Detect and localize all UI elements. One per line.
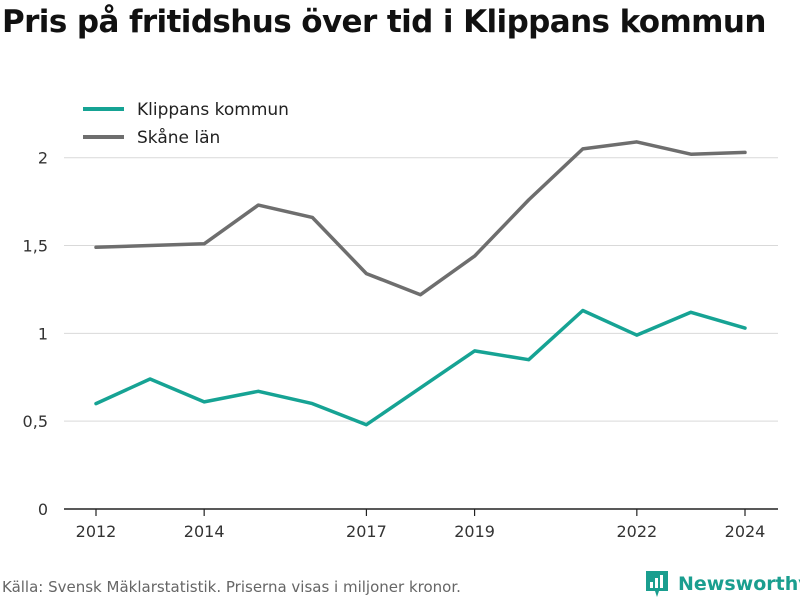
x-tick-label: 2017 [346, 522, 387, 541]
series-line-1 [94, 140, 747, 297]
y-tick-label: 2 [38, 149, 48, 168]
legend-label: Skåne län [137, 127, 220, 148]
x-tick-label: 2019 [454, 522, 495, 541]
y-tick-label: 0 [38, 500, 48, 519]
y-tick-label: 1 [38, 324, 48, 343]
x-tick-label: 2024 [725, 522, 766, 541]
x-tick-label: 2012 [76, 522, 117, 541]
y-tick-labels: 0 0,5 1 1,5 2 [23, 149, 48, 519]
source-note: Källa: Svensk Mäklarstatistik. Priserna … [2, 578, 461, 596]
x-axis [64, 508, 778, 516]
brand-logo: Newsworthy [644, 568, 800, 600]
x-tick-labels: 2012 2014 2017 2019 2022 2024 [76, 522, 766, 541]
y-tick-label: 1,5 [23, 237, 48, 256]
legend-label: Klippans kommun [137, 100, 289, 120]
x-tick-label: 2014 [184, 522, 225, 541]
gridlines [64, 157, 778, 422]
series-lines [94, 140, 747, 427]
legend: Klippans kommun Skåne län [70, 93, 306, 153]
brand-name: Newsworthy [678, 573, 800, 595]
y-tick-label: 0,5 [23, 412, 48, 431]
x-tick-label: 2022 [616, 522, 657, 541]
chart-title: Pris på fritidshus över tid i Klippans k… [2, 4, 766, 40]
series-line-0 [94, 308, 747, 427]
legend-background [70, 93, 306, 153]
newsworthy-logo-icon [646, 571, 668, 597]
